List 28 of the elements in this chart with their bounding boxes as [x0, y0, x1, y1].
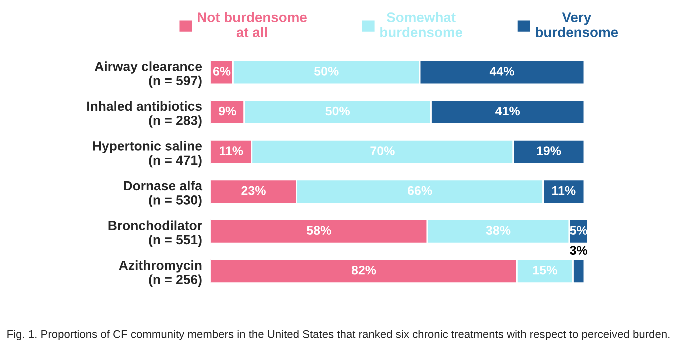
y-tick-label: Azithromycin (n = 256)	[119, 260, 202, 288]
data-label: 23%	[242, 186, 266, 196]
data-label: 9%	[219, 106, 236, 116]
data-label: 15%	[534, 266, 558, 275]
data-label: 38%	[486, 226, 511, 236]
legend-label: Very burdensome	[536, 12, 618, 38]
data-label: 66%	[408, 186, 432, 196]
data-label: 58%	[307, 226, 332, 236]
data-label: 19%	[537, 146, 562, 156]
data-label: 11%	[552, 186, 576, 196]
data-label: 70%	[370, 146, 395, 156]
data-label: 44%	[490, 67, 514, 76]
data-label: 11%	[220, 146, 244, 156]
y-tick-label: Airway clearance (n = 597)	[94, 62, 202, 88]
y-tick-label: Dornase alfa (n = 530)	[124, 180, 203, 208]
data-label: 3%	[570, 246, 588, 256]
y-tick-label: Hypertonic saline (n = 471)	[93, 141, 202, 168]
y-tick-label: Bronchodilator (n = 551)	[108, 220, 202, 248]
data-label: 50%	[314, 67, 339, 76]
legend-label: Somewhat burdensome	[380, 12, 463, 38]
data-label: 50%	[326, 106, 350, 116]
caption: Fig. 1. Proportions of CF community members in the United States that ranked six chronic treatments with respect to perceived burden.	[8, 330, 670, 340]
data-label: 6%	[213, 67, 231, 76]
legend-label: Not burdensome at all	[198, 12, 307, 38]
data-label: 82%	[352, 266, 376, 275]
data-label: 5%	[570, 226, 588, 236]
y-tick-label: Inhaled antibiotics (n = 283)	[88, 101, 202, 128]
data-label: 41%	[496, 106, 520, 116]
